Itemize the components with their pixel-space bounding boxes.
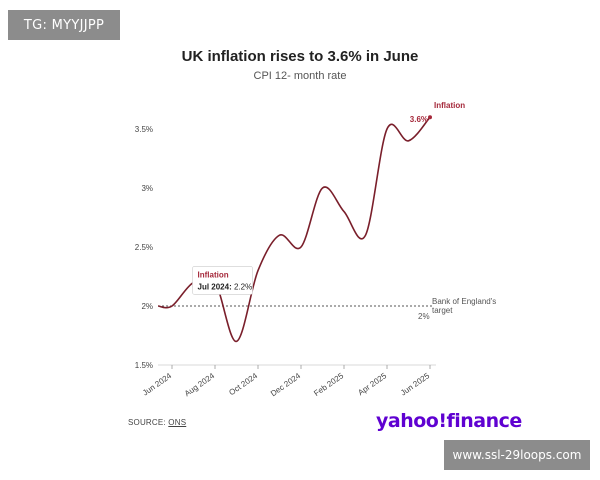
watermark-tag: TG: MYYJJPP bbox=[8, 10, 120, 40]
tooltip-box bbox=[192, 266, 253, 295]
x-tick-label: Feb 2025 bbox=[312, 371, 345, 398]
x-tick-label: Dec 2024 bbox=[269, 371, 303, 398]
watermark-url: www.ssl-29loops.com bbox=[444, 440, 590, 470]
tooltip-values: Jul 2024: 2.2% bbox=[198, 282, 253, 291]
end-series-label: Inflation bbox=[434, 101, 465, 110]
y-axis: 1.5% 2% 2.5% 3% 3.5% bbox=[135, 125, 153, 370]
data-point bbox=[407, 140, 409, 142]
x-axis: Jun 2024 Aug 2024 Oct 2024 Dec 2024 Feb 2025… bbox=[141, 364, 436, 398]
data-point bbox=[235, 340, 237, 342]
x-tick-label: Apr 2025 bbox=[356, 371, 388, 397]
tooltip-value: 2.2% bbox=[234, 282, 252, 291]
target-value-label: 2% bbox=[418, 312, 430, 321]
target-label-line2: target bbox=[432, 306, 453, 315]
x-tick-label: Aug 2024 bbox=[183, 371, 217, 398]
data-point bbox=[343, 210, 345, 212]
target-label-line1: Bank of England's bbox=[432, 297, 496, 306]
data-point bbox=[364, 234, 366, 236]
chart-subtitle: CPI 12- month rate bbox=[253, 70, 347, 82]
source-link[interactable]: ONS bbox=[168, 418, 187, 427]
tooltip-series: Inflation bbox=[198, 270, 229, 279]
y-tick-label: 3.5% bbox=[135, 125, 153, 134]
data-point bbox=[171, 305, 173, 307]
x-tick-label: Jun 2024 bbox=[141, 371, 174, 398]
y-tick-label: 3% bbox=[141, 184, 153, 193]
chart-title: UK inflation rises to 3.6% in June bbox=[181, 48, 419, 65]
annotation-layer: Inflation 3.6% Inflation Jul 2024: 2.2% bbox=[192, 101, 465, 295]
x-tick-label: Jun 2025 bbox=[399, 371, 432, 398]
y-tick-label: 2.5% bbox=[135, 243, 153, 252]
data-point bbox=[300, 246, 302, 248]
data-point bbox=[386, 128, 388, 130]
tooltip-date: Jul 2024: bbox=[198, 282, 234, 291]
end-marker bbox=[428, 115, 432, 120]
source-note: SOURCE: ONS bbox=[128, 418, 186, 427]
series-layer bbox=[157, 116, 431, 343]
series-line-inflation bbox=[157, 116, 431, 343]
data-point bbox=[278, 234, 280, 236]
y-tick-label: 2% bbox=[141, 302, 153, 311]
end-value-label: 3.6% bbox=[410, 115, 428, 124]
yahoo-finance-logo: yahoo!finance bbox=[376, 410, 522, 432]
data-point bbox=[321, 187, 323, 189]
data-point bbox=[257, 269, 259, 271]
y-tick-label: 1.5% bbox=[135, 361, 153, 370]
source-label: SOURCE: bbox=[128, 418, 166, 427]
x-tick-label: Oct 2024 bbox=[227, 371, 259, 397]
